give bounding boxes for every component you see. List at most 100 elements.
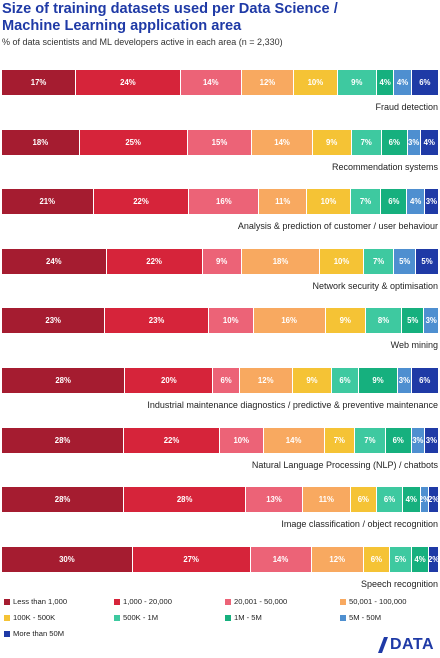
- bar-segment: 10%: [208, 308, 254, 334]
- legend-label: 100K - 500K: [13, 613, 56, 622]
- chart-subtitle: % of data scientists and ML developers a…: [2, 37, 283, 47]
- bar-segment: 4%: [376, 70, 395, 95]
- bar-segment: 22%: [93, 189, 190, 215]
- bar-segment: 6%: [376, 487, 404, 513]
- bar-segment: 3%: [398, 368, 412, 393]
- legend-swatch: [4, 598, 10, 605]
- bar-segment: 5%: [394, 248, 417, 274]
- bar-segment: 14%: [263, 427, 325, 453]
- category-label: Analysis & prediction of customer / user…: [237, 221, 438, 232]
- bar-row: 18% 25% 15% 14% 9% 7% 6% 3% 4%: [2, 129, 438, 155]
- legend-swatch: [4, 614, 10, 621]
- bar-segment: 5%: [416, 248, 438, 274]
- bar-segment: 6%: [385, 427, 412, 453]
- bar-segment: 22%: [124, 427, 220, 453]
- bar-row: 28% 22% 10% 14% 7% 7% 6% 3% 3%: [2, 427, 438, 453]
- bar-segment: 16%: [253, 308, 326, 334]
- bar-segment: 12%: [241, 70, 295, 95]
- logo-text: DATA: [389, 636, 434, 653]
- bar-segment: 14%: [180, 70, 242, 95]
- bar-segment: 17%: [2, 70, 77, 95]
- legend-item: 100K - 500K: [4, 613, 114, 622]
- bar-segment: 9%: [337, 70, 377, 95]
- bar-segment: 30%: [2, 546, 133, 572]
- legend-label: 1,000 - 20,000: [123, 597, 172, 606]
- chart-title: Size of training datasets used per Data …: [2, 1, 438, 35]
- category-label: Speech recognition: [360, 578, 438, 589]
- bar-segment: 9%: [325, 308, 367, 334]
- category-label: Recommendation systems: [331, 161, 438, 172]
- legend-swatch: [340, 614, 346, 621]
- legend-swatch: [225, 614, 231, 621]
- legend-item: 500K - 1M: [114, 613, 225, 622]
- legend-item: 20,001 - 50,000: [225, 597, 340, 606]
- legend-label: 50,001 - 100,000: [349, 597, 407, 606]
- bar-segment: 6%: [363, 546, 391, 572]
- bar-segment: 9%: [312, 129, 352, 155]
- bar-segment: 23%: [105, 308, 209, 334]
- bar-segment: 2%: [429, 487, 438, 513]
- bar-segment: 20%: [125, 368, 214, 393]
- bar-segment: 3%: [411, 427, 425, 453]
- bar-segment: 6%: [332, 368, 359, 393]
- bar-segment: 11%: [259, 189, 308, 215]
- bar-segment: 7%: [355, 427, 386, 453]
- bar-segment: 7%: [351, 129, 382, 155]
- bar-segment: 4%: [403, 487, 421, 513]
- bar-row: 23% 23% 10% 16% 9% 8% 5% 3%: [2, 308, 438, 334]
- bar-segment: 18%: [241, 248, 321, 274]
- bar-segment: 5%: [390, 546, 412, 572]
- legend-swatch: [114, 614, 120, 621]
- bar-segment: 3%: [407, 129, 421, 155]
- bar-segment: 13%: [246, 487, 303, 513]
- bar-segment: 6%: [350, 487, 377, 513]
- bar-segment: 4%: [420, 129, 438, 155]
- bar-segment: 6%: [213, 368, 240, 393]
- bar-row: 28%28%13%11%6%6%4%2%2%: [2, 487, 438, 513]
- legend-swatch: [340, 598, 346, 605]
- bar-segment: 16%: [189, 189, 260, 215]
- legend-item: More than 50M: [4, 629, 114, 638]
- legend-label: 1M - 5M: [234, 613, 262, 622]
- bar-row: 17% 24% 14% 12% 10% 9% 4% 4% 6%: [2, 70, 438, 95]
- chart-title-line2: Machine Learning application area: [2, 18, 242, 34]
- bar-segment: 18%: [2, 129, 80, 155]
- logo-slash-icon: [377, 637, 388, 653]
- bar-segment: 3%: [424, 427, 438, 453]
- bar-segment: 4%: [411, 546, 430, 572]
- bar-segment: 10%: [320, 248, 364, 274]
- legend-label: More than 50M: [13, 629, 65, 638]
- bar-segment: 23%: [2, 308, 106, 334]
- bar-segment: 24%: [2, 248, 107, 274]
- bar-segment: 12%: [239, 368, 293, 393]
- legend-item: 1,000 - 20,000: [114, 597, 225, 606]
- legend-item: 50,001 - 100,000: [340, 597, 436, 606]
- bar-segment: 2%: [429, 546, 438, 572]
- bar-segment: 2%: [420, 487, 430, 513]
- bar-segment: 14%: [250, 546, 312, 572]
- bar-segment: 10%: [294, 70, 338, 95]
- legend-label: Less than 1,000: [13, 597, 68, 606]
- bar-segment: 28%: [124, 487, 247, 513]
- bar-segment: 12%: [311, 546, 364, 572]
- bar-segment: 28%: [2, 427, 125, 453]
- bar-segment: 10%: [307, 189, 351, 215]
- bar-segment: 4%: [394, 70, 412, 95]
- bar-segment: 22%: [106, 248, 203, 274]
- category-label: Fraud detection: [375, 102, 438, 112]
- bar-segment: 24%: [76, 70, 181, 95]
- bar-segment: 3%: [424, 308, 438, 334]
- brand-logo: DATA: [377, 636, 434, 653]
- category-label: Network security & optimisation: [312, 280, 438, 291]
- bar-segment: 4%: [407, 189, 425, 215]
- bar-segment: 11%: [302, 487, 351, 513]
- bar-segment: 6%: [411, 70, 438, 95]
- bar-segment: 6%: [381, 189, 408, 215]
- legend-item: Less than 1,000: [4, 597, 114, 606]
- bar-segment: 14%: [252, 129, 313, 155]
- category-label: Image classification / object recognitio…: [281, 519, 438, 530]
- bar-segment: 8%: [366, 308, 402, 334]
- bar-segment: 6%: [381, 129, 408, 155]
- bar-segment: 10%: [219, 427, 264, 453]
- bar-row: 28% 20% 6% 12% 9% 6% 9% 3% 6%: [2, 368, 438, 393]
